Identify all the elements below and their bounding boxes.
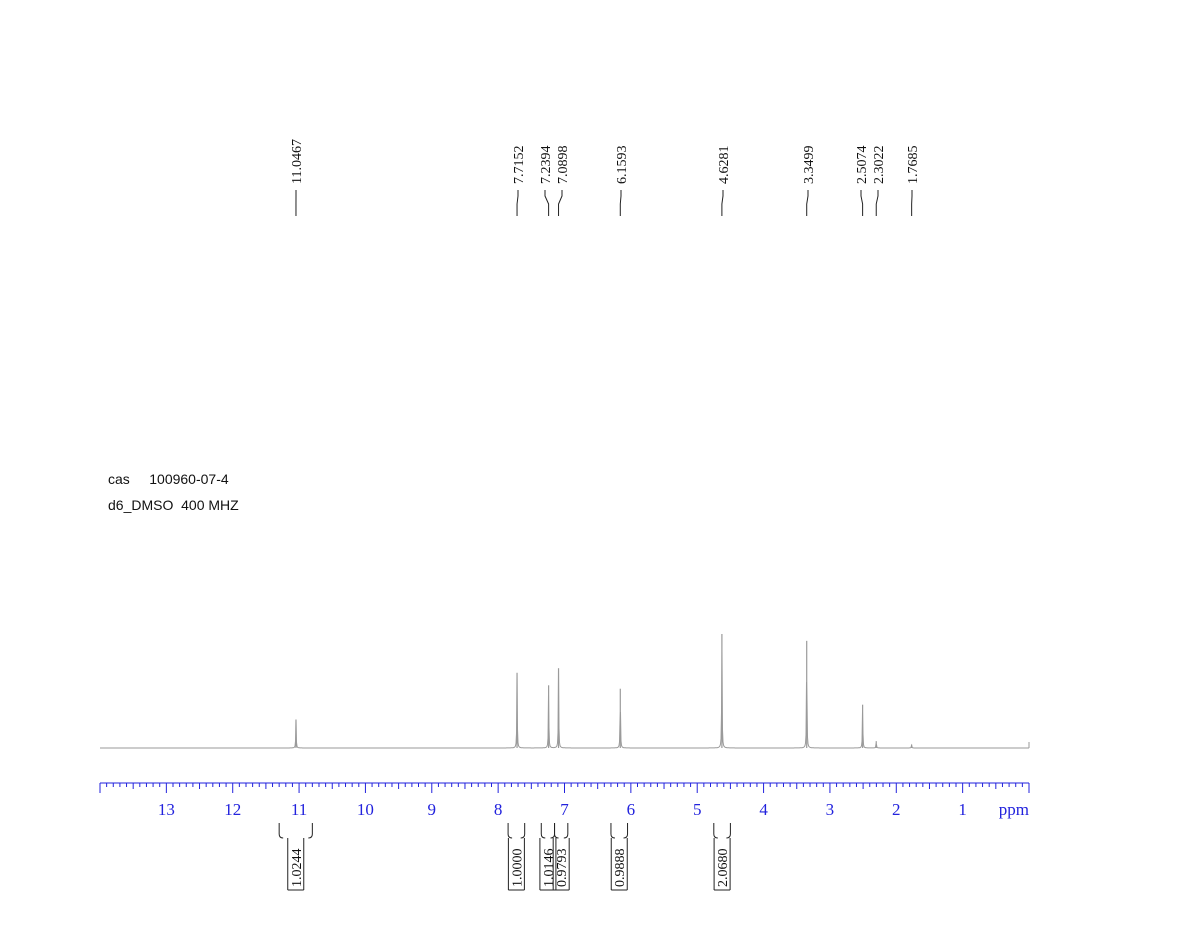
- peak-leader-1: [516, 190, 519, 216]
- x-tick-label: 12: [224, 800, 241, 819]
- integral-value-4: 0.9888: [613, 849, 628, 888]
- integral-bracket-left-3: [554, 823, 559, 839]
- x-tick-label: 8: [494, 800, 503, 819]
- peak-label-0: 11.0467: [290, 139, 305, 184]
- peak-label-6: 3.3499: [802, 146, 817, 185]
- x-axis: 13 12 11 10 9 8 7 6 5 4 3 2 1 ppm: [99, 782, 1030, 819]
- peak-leader-4: [619, 190, 622, 216]
- cas-number: 100960-07-4: [149, 471, 229, 487]
- peak-leader-8: [875, 190, 879, 216]
- integral-bracket-left-4: [610, 823, 615, 839]
- cas-label: cas: [108, 471, 130, 487]
- peak-label-8: 2.3022: [872, 146, 887, 185]
- integral-bracket-left-2: [540, 823, 546, 839]
- peak-leader-6: [806, 190, 809, 216]
- peak-label-5: 4.6281: [717, 146, 732, 185]
- integral-bracket-left-5: [713, 823, 718, 839]
- x-tick-label: 9: [428, 800, 437, 819]
- x-tick-label: 3: [826, 800, 835, 819]
- x-tick-label: 7: [560, 800, 569, 819]
- integral-bracket-right-0: [308, 823, 313, 839]
- spectrum-trace: [100, 650, 1029, 749]
- peak-leader-3: [558, 190, 563, 216]
- peak-leader-2: [544, 190, 550, 216]
- peak-label-2: 7.2394: [539, 146, 554, 185]
- integral-bracket-right-1: [520, 823, 526, 839]
- integral-value-3: 0.9793: [555, 849, 570, 888]
- x-tick-label: 4: [759, 800, 768, 819]
- x-tick-label: 2: [892, 800, 901, 819]
- integral-bracket-left-0: [278, 823, 284, 839]
- peak-label-layer: 11.0467 7.7152 7.2394 7.0898 6.1593 4.6281 3.3…: [290, 139, 921, 216]
- integral-bracket-right-4: [623, 823, 629, 839]
- peak-label-1: 7.7152: [512, 146, 527, 185]
- integral-bracket-left-1: [507, 823, 513, 839]
- x-tick-label: 1: [958, 800, 967, 819]
- integral-bracket-right-5: [726, 823, 731, 839]
- integral-value-1: 1.0000: [510, 849, 525, 888]
- integral-bracket-right-2: [550, 823, 556, 839]
- peak-label-3: 7.0898: [556, 146, 571, 185]
- solvent-frequency-line: d6_DMSO 400 MHZ: [108, 497, 239, 513]
- integral-value-5: 2.0680: [716, 849, 731, 888]
- integral-value-0: 1.0244: [290, 849, 305, 888]
- peak-label-4: 6.1593: [615, 146, 630, 185]
- peak-label-9: 1.7685: [906, 146, 921, 185]
- peak-leader-7: [860, 190, 864, 216]
- x-tick-label: 13: [158, 800, 175, 819]
- x-tick-label: 5: [693, 800, 702, 819]
- cas-line: cas 100960-07-4: [108, 471, 229, 487]
- peak-leader-5: [721, 190, 724, 216]
- x-tick-label: 10: [357, 800, 374, 819]
- x-axis-label: ppm: [999, 800, 1029, 819]
- integral-bracket-right-3: [563, 823, 569, 839]
- x-tick-label: 6: [627, 800, 636, 819]
- spectrum-layer: [100, 634, 1030, 749]
- x-tick-label: 11: [291, 800, 307, 819]
- peak-label-7: 2.5074: [855, 146, 870, 185]
